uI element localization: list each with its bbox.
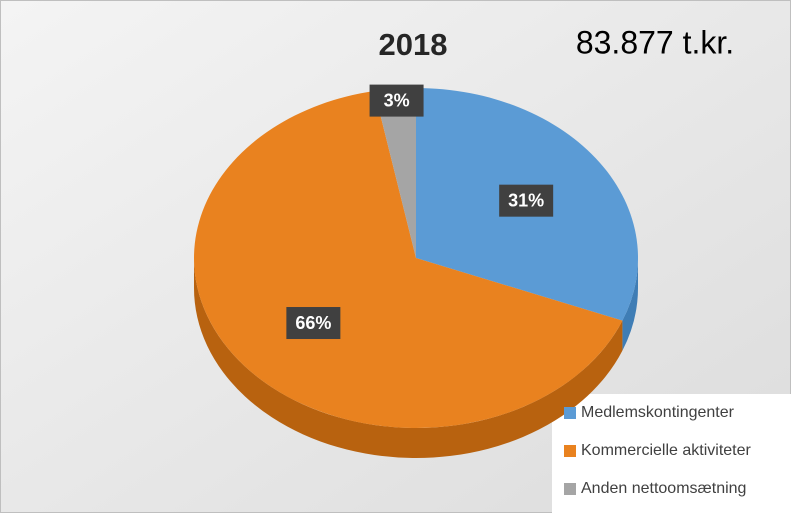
- legend-label: Kommercielle aktiviteter: [581, 442, 752, 459]
- legend-box: [552, 394, 791, 513]
- data-label: 31%: [508, 190, 544, 210]
- data-label-box: [499, 184, 554, 217]
- legend-swatch: [564, 445, 576, 457]
- pie-slice: [374, 88, 416, 258]
- pie-side: [194, 258, 623, 459]
- data-label-box: [286, 307, 341, 340]
- legend-label: Anden nettoomsætning: [581, 480, 746, 497]
- data-label-box: [369, 84, 424, 117]
- legend-swatch: [564, 407, 576, 419]
- chart-title: 2018: [379, 27, 448, 62]
- data-label: 66%: [295, 313, 331, 333]
- data-label: 3%: [384, 90, 410, 110]
- annotation: 83.877 t.kr.: [576, 24, 734, 60]
- legend-label: Medlemskontingenter: [581, 404, 735, 421]
- legend-swatch: [564, 483, 576, 495]
- pie-slice: [194, 91, 623, 428]
- pie-side: [622, 258, 638, 351]
